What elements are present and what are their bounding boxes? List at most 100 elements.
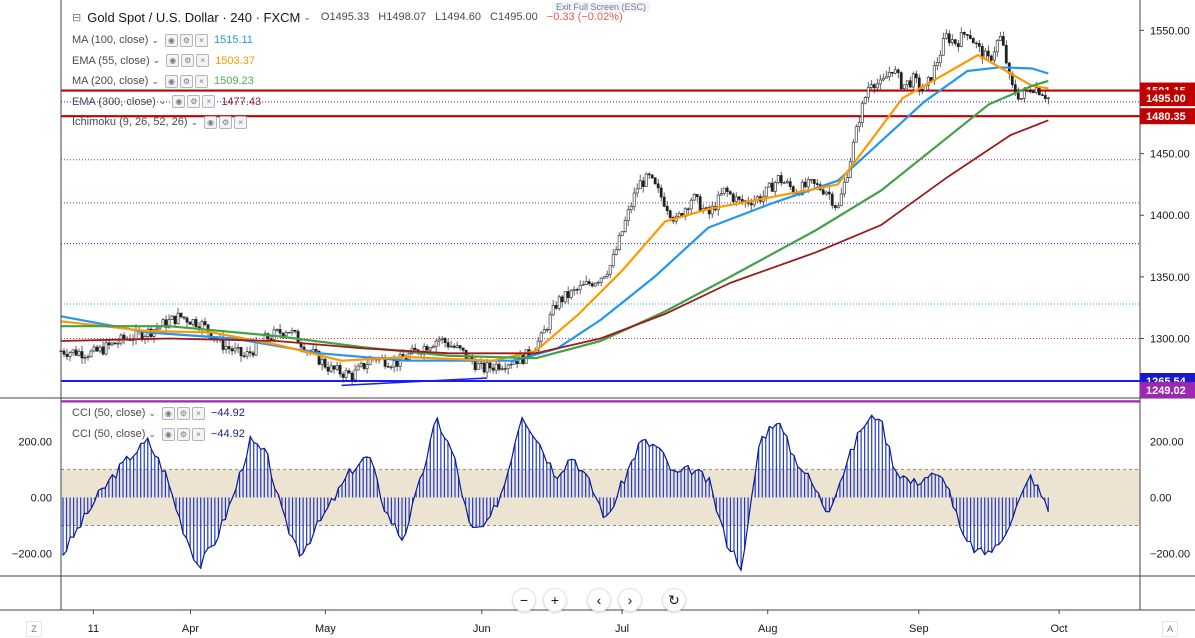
change-value: −0.33 (−0.02%) <box>546 11 623 23</box>
candle-body <box>890 71 894 74</box>
settings-icon[interactable]: ⚙ <box>181 54 195 67</box>
y-tick-label-3: 1400.00 <box>1150 210 1190 222</box>
zoom-in-button[interactable]: + <box>543 588 567 612</box>
settings-icon[interactable]: ⚙ <box>176 406 190 420</box>
candle-body <box>881 77 885 81</box>
eye-icon[interactable]: ◉ <box>164 74 178 88</box>
candle-body <box>293 329 297 332</box>
candle-body <box>1037 87 1041 96</box>
eye-icon[interactable]: ◉ <box>172 95 186 108</box>
eye-icon[interactable]: ◉ <box>161 406 175 420</box>
chevron-down-icon[interactable]: ⌄ <box>148 407 156 418</box>
indicator-label: EMA (55, close) <box>72 54 150 67</box>
close-icon[interactable]: × <box>191 406 205 420</box>
zoom-out-button[interactable]: − <box>512 588 536 612</box>
candle-body <box>482 362 486 373</box>
candle-body <box>599 277 603 283</box>
indicator-legend-3[interactable]: EMA (300, close) ⌄ ◉ ⚙ × 1477.43 <box>72 93 261 111</box>
candle-body <box>704 207 708 209</box>
candle-body <box>452 345 456 348</box>
candle-body <box>1016 92 1020 100</box>
candle-body <box>230 348 234 352</box>
candle-body <box>164 319 168 328</box>
chevron-down-icon[interactable]: ⌄ <box>158 96 167 106</box>
indicator-legend-2[interactable]: MA (200, close) ⌄ ◉ ⚙ × 1509.23 <box>72 72 254 90</box>
candle-body <box>617 235 621 251</box>
cci-legend-0[interactable]: CCI (50, close) ⌄ ◉ ⚙ × −44.92 <box>72 404 245 422</box>
candle-body <box>353 369 357 381</box>
cci-legend-1[interactable]: CCI (50, close) ⌄ ◉ ⚙ × −44.92 <box>72 425 245 443</box>
settings-icon[interactable]: ⚙ <box>179 74 193 88</box>
candle-body <box>656 183 660 189</box>
close-icon[interactable]: × <box>202 95 216 108</box>
candle-body <box>545 329 549 331</box>
candle-body <box>236 347 240 349</box>
candle-body <box>338 365 342 375</box>
indicator-label: EMA (300, close) <box>72 95 156 108</box>
candle-body <box>80 351 84 359</box>
candle-body <box>1031 91 1035 93</box>
settings-icon[interactable]: ⚙ <box>179 33 193 47</box>
candle-body <box>359 362 363 367</box>
close-icon[interactable]: × <box>194 33 208 47</box>
auto-scale-button[interactable]: A <box>1162 621 1178 637</box>
timezone-button[interactable]: Z <box>26 621 42 637</box>
settings-icon[interactable]: ⚙ <box>187 95 201 108</box>
candle-body <box>662 196 666 207</box>
exit-fullscreen-hint[interactable]: Exit Full Screen (ESC) <box>552 2 651 12</box>
candle-body <box>620 231 624 236</box>
chevron-down-icon[interactable]: ⌄ <box>303 11 311 22</box>
settings-icon[interactable]: ⚙ <box>176 427 190 441</box>
settings-icon[interactable]: ⚙ <box>219 115 233 129</box>
candle-body <box>1025 89 1029 92</box>
candle-body <box>485 362 489 373</box>
candle-body <box>431 346 435 349</box>
eye-icon[interactable]: ◉ <box>161 427 175 441</box>
chevron-down-icon[interactable]: ⌄ <box>190 116 199 127</box>
indicator-legend-4[interactable]: Ichimoku (9, 26, 52, 26) ⌄ ◉ ⚙ × <box>72 113 253 131</box>
close-icon[interactable]: × <box>194 74 208 88</box>
chevron-down-icon[interactable]: ⌄ <box>151 34 159 45</box>
candle-body <box>941 38 945 56</box>
candle-body <box>413 347 417 351</box>
candle-body <box>512 361 516 365</box>
scroll-left-button[interactable]: ‹ <box>587 588 611 612</box>
candle-body <box>782 182 786 184</box>
close-icon[interactable]: × <box>196 54 210 67</box>
candle-body <box>89 350 93 358</box>
close-icon[interactable]: × <box>191 427 205 441</box>
scroll-right-button[interactable]: › <box>618 588 642 612</box>
symbol-title[interactable]: Gold Spot / U.S. Dollar · 240 · FXCM <box>87 9 301 25</box>
candle-body <box>506 364 510 370</box>
candle-body <box>479 362 483 365</box>
candle-body <box>887 71 891 78</box>
candle-body <box>935 62 939 66</box>
indicator-value: 1477.43 <box>221 95 262 108</box>
candle-body <box>92 346 96 352</box>
open-value: O1495.33 <box>320 11 370 23</box>
cci-left-tick-2: −200.00 <box>12 549 52 561</box>
candle-body <box>869 84 873 88</box>
chevron-down-icon[interactable]: ⌄ <box>152 55 161 65</box>
collapse-icon[interactable]: ⊟ <box>72 11 82 24</box>
candle-body <box>341 373 345 378</box>
reset-chart-button[interactable]: ↻ <box>662 588 686 612</box>
chevron-down-icon[interactable]: ⌄ <box>151 75 159 86</box>
indicator-legend-0[interactable]: MA (100, close) ⌄ ◉ ⚙ × 1515.11 <box>72 31 253 49</box>
candle-body <box>356 365 360 371</box>
candle-body <box>95 346 99 352</box>
candle-body <box>113 342 117 345</box>
candle-body <box>542 329 546 334</box>
price-label-4: 1249.02 <box>1146 385 1186 397</box>
candle-body <box>728 191 732 195</box>
chevron-down-icon[interactable]: ⌄ <box>148 428 156 439</box>
indicator-legend-1[interactable]: EMA (55, close) ⌄ ◉ ⚙ × 1503.37 <box>72 52 255 70</box>
close-icon[interactable]: × <box>234 115 248 129</box>
candle-body <box>320 358 324 365</box>
eye-icon[interactable]: ◉ <box>166 54 180 67</box>
candle-body <box>491 367 495 371</box>
eye-icon[interactable]: ◉ <box>204 115 218 129</box>
eye-icon[interactable]: ◉ <box>164 33 178 47</box>
candle-body <box>224 346 228 350</box>
